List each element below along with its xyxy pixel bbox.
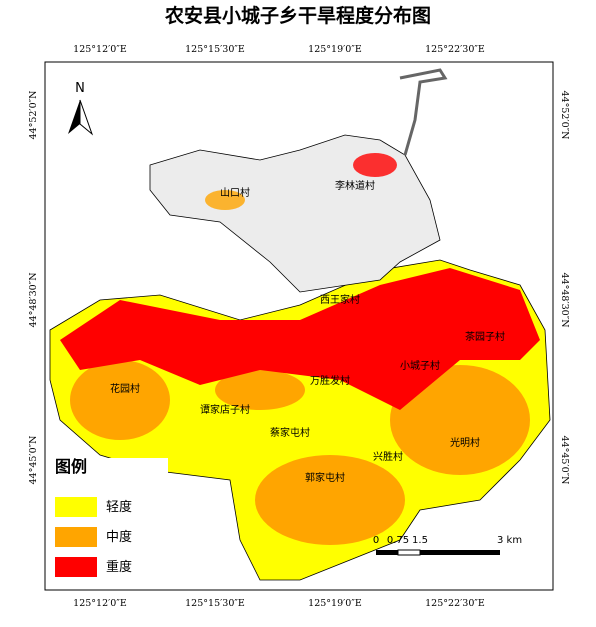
left-coordinate: 44°48′30″N (28, 272, 39, 327)
coordinates: 125°12′0″E 125°12′0″E 125°15′30″E 125°15′30… (28, 44, 570, 609)
map-area (49, 68, 551, 581)
legend-swatch (55, 527, 97, 547)
scale-label: 1.5 (412, 535, 428, 546)
severe-zone (60, 268, 540, 410)
top-coordinate: 125°19′0″E (308, 44, 362, 55)
moderate-zone (205, 190, 245, 210)
right-coordinate: 44°45′0″N (559, 436, 570, 485)
top-coordinate: 125°22′30″E (425, 44, 485, 55)
village-label: 西王家村 (320, 293, 360, 306)
village-label: 蔡家屯村 (270, 426, 310, 439)
bottom-coordinate: 125°19′0″E (308, 598, 362, 609)
legend-title: 图例 (55, 457, 87, 476)
scale-bar: 0 0.75 1.5 3 km (373, 535, 522, 556)
scale-segment (397, 549, 421, 556)
village-label: 小城子村 (400, 359, 440, 372)
bottom-coordinate: 125°15′30″E (185, 598, 245, 609)
map-title: 农安县小城子乡干旱程度分布图 (164, 4, 431, 27)
scale-label: 0 (373, 535, 379, 546)
moderate-zone (390, 365, 530, 475)
village-label: 山口村 (220, 186, 250, 199)
top-coordinate: 125°15′30″E (185, 44, 245, 55)
village-label: 李林道村 (335, 179, 375, 192)
bottom-coordinate: 125°22′30″E (425, 598, 485, 609)
severe-zone (353, 153, 397, 177)
moderate-zone (70, 360, 170, 440)
left-coordinate: 44°45′0″N (28, 436, 39, 485)
scale-segment (376, 550, 398, 555)
north-arrow: N (68, 81, 94, 136)
legend-swatch (55, 497, 97, 517)
right-coordinate: 44°52′0″N (559, 91, 570, 140)
village-label: 花园村 (110, 382, 140, 395)
legend-label: 中度 (106, 529, 132, 545)
legend-label: 轻度 (106, 499, 132, 515)
left-coordinate: 44°52′0″N (28, 91, 39, 140)
legend-label: 重度 (106, 559, 132, 575)
legend-swatch (55, 557, 97, 577)
bottom-coordinate: 125°12′0″E (73, 598, 127, 609)
village-label: 郭家屯村 (305, 471, 345, 484)
top-coordinate: 125°12′0″E (73, 44, 127, 55)
scale-label: 3 km (497, 535, 522, 546)
village-label: 茶园子村 (465, 330, 505, 343)
north-label: N (75, 81, 85, 96)
scale-segment (420, 550, 500, 555)
scale-label: 0.75 (387, 535, 409, 546)
village-label: 谭家店子村 (200, 403, 250, 416)
arrow-half (68, 100, 80, 134)
moderate-zone (255, 455, 405, 545)
village-label: 光明村 (450, 436, 480, 449)
village-label: 万胜发村 (310, 374, 350, 387)
village-label: 兴胜村 (373, 450, 403, 463)
arrow-half (79, 99, 94, 136)
river (399, 68, 448, 156)
right-coordinate: 44°48′30″N (559, 272, 570, 327)
moderate-zone (215, 370, 305, 410)
